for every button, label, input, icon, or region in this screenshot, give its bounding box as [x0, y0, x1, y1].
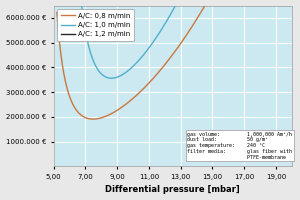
X-axis label: Differential pressure [mbar]: Differential pressure [mbar] [105, 185, 240, 194]
Legend: A/C: 0,8 m/min, A/C: 1,0 m/min, A/C: 1,2 m/min: A/C: 0,8 m/min, A/C: 1,0 m/min, A/C: 1,2… [57, 9, 134, 41]
Text: gas volume:         1,000,000 Am³/h
dust load:          50 g/m³
gas temperature:: gas volume: 1,000,000 Am³/h dust load: 5… [187, 132, 292, 160]
